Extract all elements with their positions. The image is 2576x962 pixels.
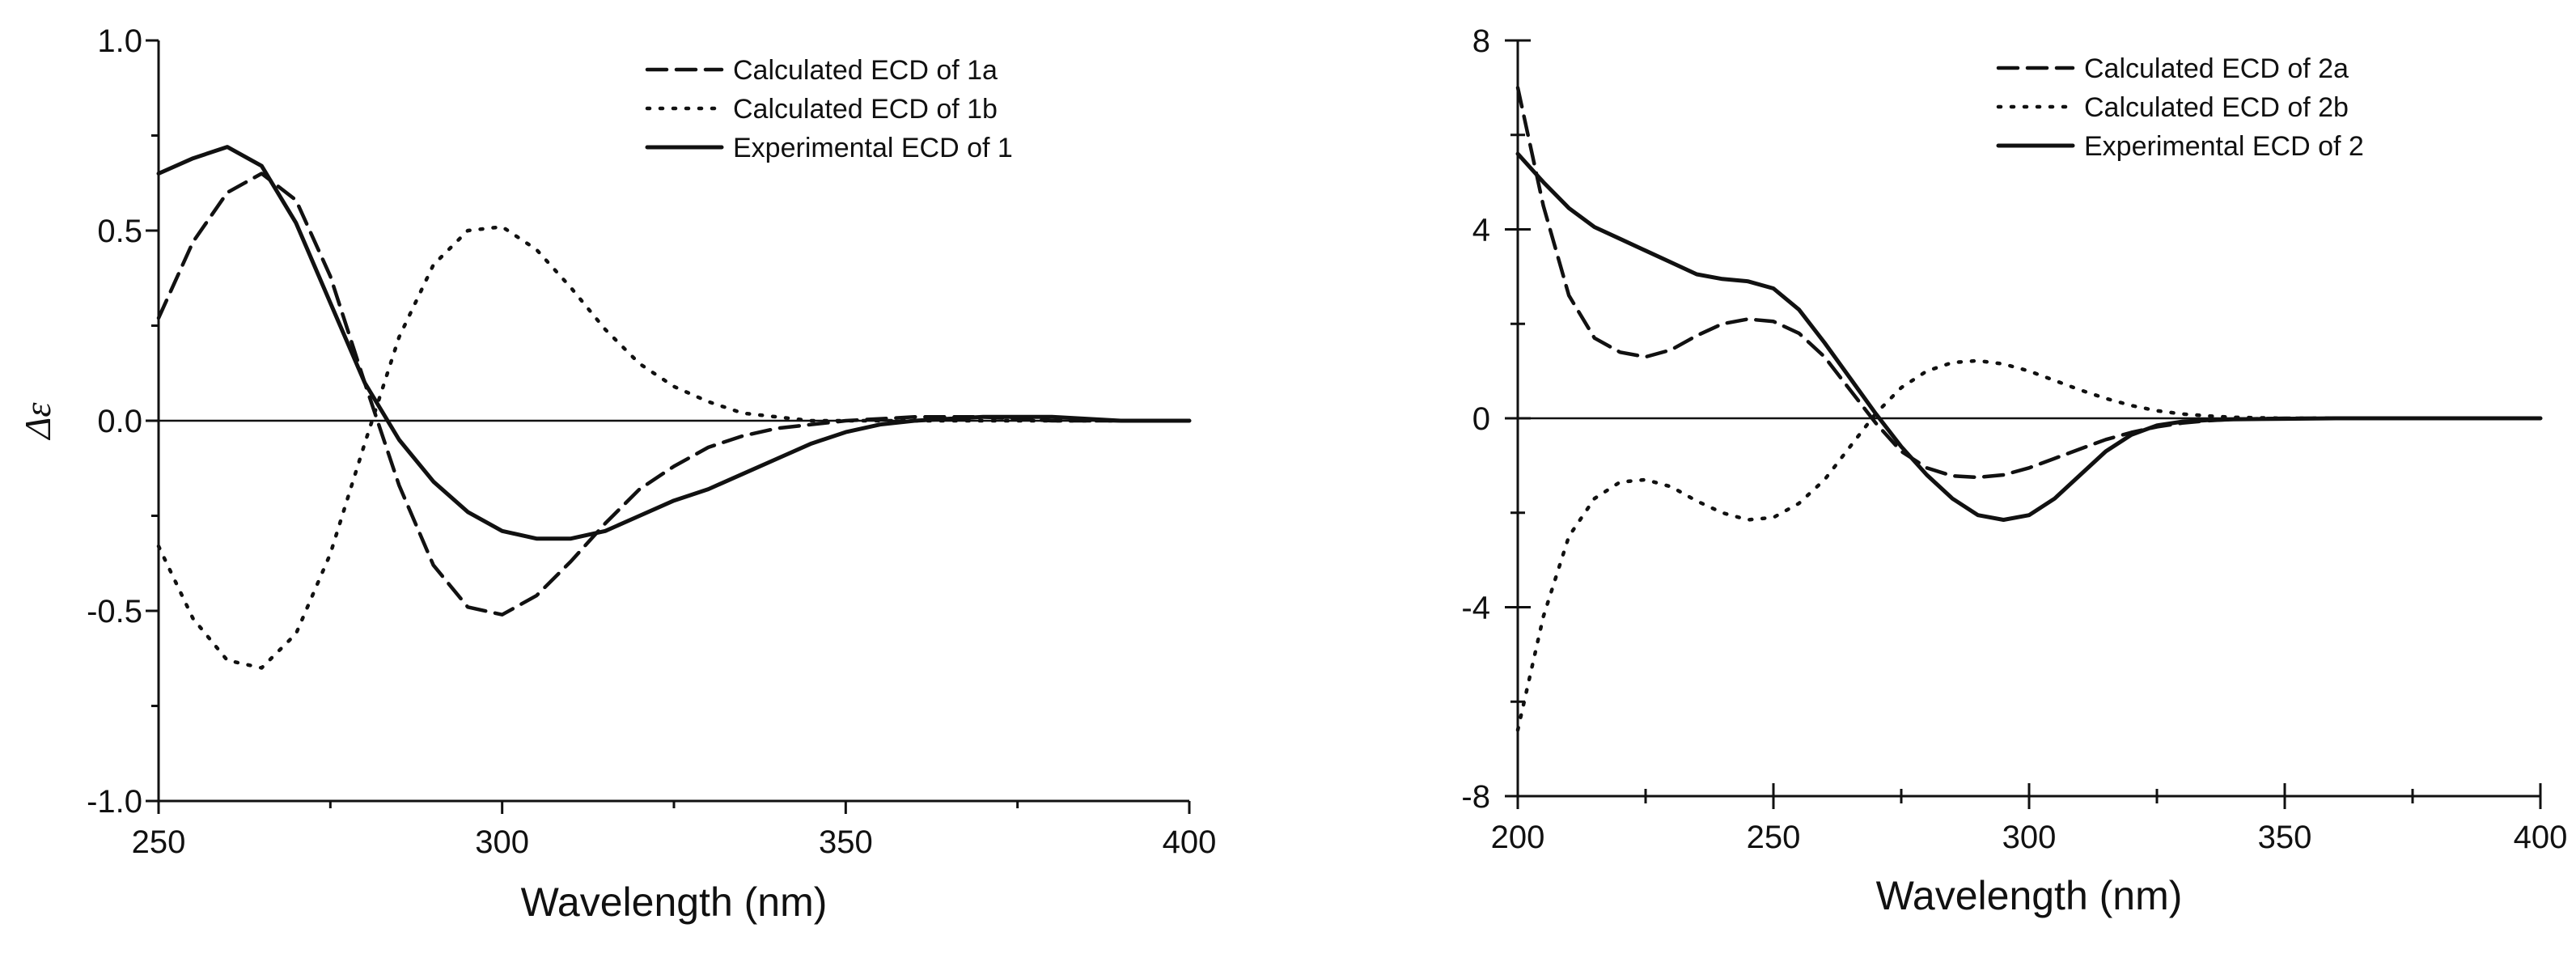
y-tick-label: 0.0: [97, 404, 142, 439]
x-tick-label: 350: [2258, 820, 2312, 855]
y-tick-label: 0: [1472, 401, 1490, 437]
x-tick-label: 250: [1747, 820, 1801, 855]
series-line-1: [156, 145, 1192, 541]
legend-label-2: Experimental ECD of 2: [2084, 131, 2364, 162]
legend-label-1: Experimental ECD of 1: [733, 133, 1013, 163]
y-tick-label: 8: [1472, 23, 1490, 59]
y-tick-label: 4: [1472, 213, 1490, 248]
x-tick-label: 250: [132, 824, 186, 860]
y-tick-label: -0.5: [87, 594, 142, 629]
chart-panel-2: 200 250 300 350 400 -8 -4 0 4 8 Wavelength (nm) Cal…: [1461, 23, 2567, 918]
y-axis-title: Δε: [17, 402, 58, 441]
series-line-1b: [156, 225, 1192, 670]
x-tick-label: 200: [1491, 820, 1545, 855]
y-tick-label: -1.0: [87, 784, 142, 820]
legend-label-2a: Calculated ECD of 2a: [2084, 53, 2349, 84]
legend-label-1a: Calculated ECD of 1a: [733, 55, 998, 86]
legend-label-1b: Calculated ECD of 1b: [733, 94, 998, 125]
y-tick-label: 0.5: [97, 214, 142, 249]
legend-label-2b: Calculated ECD of 2b: [2084, 92, 2349, 123]
x-tick-label: 300: [2002, 820, 2057, 855]
x-tick-label: 300: [475, 824, 529, 860]
x-tick-label: 350: [819, 824, 873, 860]
y-tick-label: -8: [1461, 779, 1490, 815]
y-tick-label: 1.0: [97, 23, 142, 59]
x-axis-title: Wavelength (nm): [521, 879, 828, 925]
series-line-2b: [1515, 358, 2543, 732]
y-tick-label: -4: [1461, 591, 1490, 626]
x-axis-title: Wavelength (nm): [1876, 873, 2183, 918]
x-tick-label: 400: [1163, 824, 1217, 860]
series-line-2: [1515, 151, 2543, 522]
chart-panel-1: 250 300 350 400 -1.0 -0.5 0.0 0.5 1.0 Wavelength …: [17, 23, 1216, 925]
series-line-1a: [156, 172, 1192, 617]
x-tick-label: 400: [2514, 820, 2568, 855]
